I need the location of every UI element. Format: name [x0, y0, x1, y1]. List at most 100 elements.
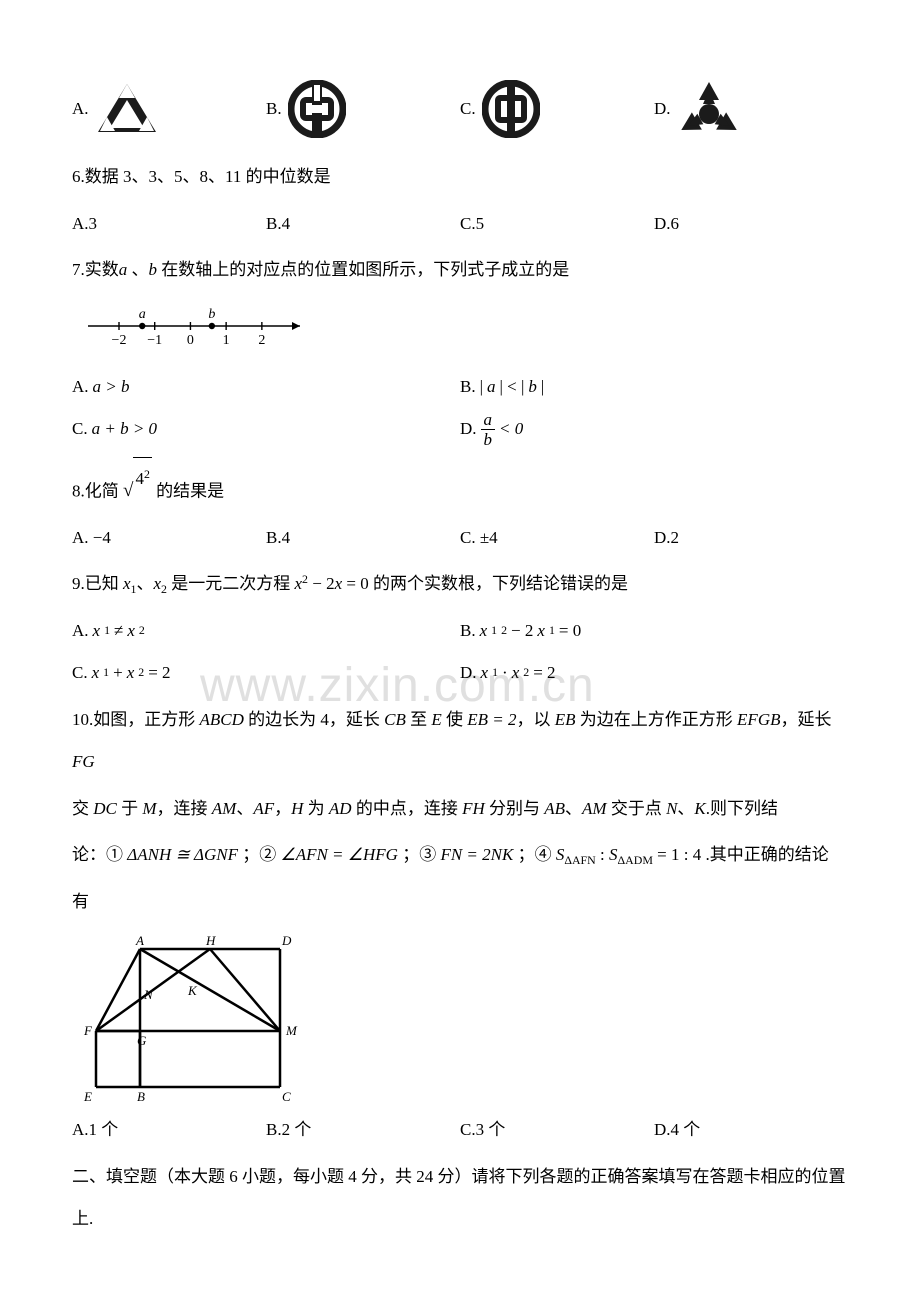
q9d-dot: ·	[502, 652, 508, 695]
q8-text: 8.化简 √42 的结果是	[72, 455, 848, 513]
q10-l1-1: 10.如图，正方形	[72, 710, 200, 729]
q10-l2-10: 交于点	[607, 799, 667, 818]
q6-text: 6.数据 3、3、5、8、11 的中位数是	[72, 156, 848, 199]
q10-opt-d: D.4 个	[654, 1109, 848, 1152]
q10-cb: CB	[384, 710, 406, 729]
q6-opt-a: A.3	[72, 203, 266, 246]
q10-opt-c: C.3 个	[460, 1109, 654, 1152]
q7c-math: a + b > 0	[92, 408, 157, 451]
q7-b: b	[149, 260, 158, 279]
q10-l3-2: ；②	[238, 845, 281, 864]
svg-text:0: 0	[187, 333, 194, 348]
q7-pre: 7.实数	[72, 260, 119, 279]
q9c-s1: 1	[103, 658, 109, 688]
q7b-pre: B.	[460, 366, 476, 409]
q7a-math: a > b	[93, 366, 130, 409]
q7-post: 在数轴上的对应点的位置如图所示，下列式子成立的是	[157, 260, 569, 279]
svg-text:M: M	[285, 1023, 298, 1038]
q9-eqx: x	[295, 574, 303, 593]
q9b-m: − 2	[511, 610, 533, 653]
q10-l3-1: 论：①	[72, 845, 127, 864]
q7-row1: A. a > b B. |a| < |b|	[72, 366, 848, 409]
q10-abcd: ABCD	[200, 710, 244, 729]
q10-l2-1: 交	[72, 799, 93, 818]
q10-fg: FG	[72, 752, 95, 771]
q8-options: A. −4 B.4 C. ±4 D.2	[72, 517, 848, 560]
tri-lobe-logo-icon	[677, 80, 741, 138]
q9c-x1: x	[92, 652, 100, 695]
q7-opt-d: D. ab < 0	[460, 408, 848, 451]
q10-l2-2: 于	[117, 799, 143, 818]
q9-opt-d: D. x1 · x2 = 2	[460, 652, 848, 695]
q9-eqx2: x	[335, 574, 343, 593]
q10-l1-4: 使	[442, 710, 468, 729]
q10-line3: 论：① ΔANH ≅ ΔGNF ；② ∠AFN = ∠HFG ；③ FN = 2…	[72, 834, 848, 877]
q10-l2-12: .则下列结	[706, 799, 778, 818]
q9-mid2: 是一元二次方程	[167, 574, 295, 593]
q10-c4eq: = 1 : 4	[653, 845, 701, 864]
svg-text:H: H	[205, 933, 216, 948]
svg-text:2: 2	[258, 333, 265, 348]
q10-l2-9: 、	[565, 799, 582, 818]
q10-l1-3: 至	[406, 710, 432, 729]
q10-c4sub2: ΔADM	[618, 853, 653, 867]
q5-opt-b-label: B.	[266, 88, 282, 131]
q10-line2: 交 DC 于 M，连接 AM、AF，H 为 AD 的中点，连接 FH 分别与 A…	[72, 788, 848, 831]
q7b-a: a	[487, 366, 496, 409]
q9b-x2: x	[537, 610, 545, 653]
q10-figure: AHDFGMEBCNK	[80, 931, 848, 1105]
q5-options: A. B. C. D.	[72, 80, 848, 138]
q9d-x2: x	[512, 652, 520, 695]
triangle-logo-icon	[95, 81, 159, 137]
svg-text:B: B	[137, 1089, 145, 1104]
q10-options: A.1 个 B.2 个 C.3 个 D.4 个	[72, 1109, 848, 1152]
q10-dc: DC	[93, 799, 117, 818]
q5-opt-c-label: C.	[460, 88, 476, 131]
q9-eqmid: − 2	[308, 574, 335, 593]
q10-c3: FN = 2NK	[440, 845, 513, 864]
q10-l2-4: 、	[236, 799, 253, 818]
q10-l2-7: 的中点，连接	[352, 799, 463, 818]
q9b-sup: 2	[501, 616, 507, 646]
q8-opt-c: C. ±4	[460, 517, 654, 560]
q9b-s1: 1	[491, 616, 497, 646]
q5-opt-c: C.	[460, 80, 654, 138]
q8-pre: 8.化简	[72, 481, 123, 500]
q10-l1-5: ，以	[517, 710, 555, 729]
q10-ad: AD	[329, 799, 352, 818]
q9-post: 的两个实数根，下列结论错误的是	[369, 574, 628, 593]
section-2-heading: 二、填空题（本大题 6 小题，每小题 4 分，共 24 分）请将下列各题的正确答…	[72, 1156, 848, 1241]
q10-l3-3: ；③	[398, 845, 441, 864]
q10-h: H	[291, 799, 303, 818]
q10-c1: ΔANH ≅ ΔGNF	[127, 845, 238, 864]
q9-opt-a: A. x1 ≠ x2	[72, 610, 460, 653]
q10-ab: AB	[544, 799, 565, 818]
q10-line4: 有	[72, 881, 848, 924]
svg-text:−1: −1	[147, 333, 162, 348]
q7-opt-c: C. a + b > 0	[72, 408, 460, 451]
svg-text:G: G	[137, 1033, 147, 1048]
q10-c4c: :	[596, 845, 609, 864]
q9-pre: 9.已知	[72, 574, 123, 593]
q7-text: 7.实数a 、b 在数轴上的对应点的位置如图所示，下列式子成立的是	[72, 249, 848, 292]
q7-opt-b: B. |a| < |b|	[460, 366, 848, 409]
q9a-ne: ≠	[114, 610, 123, 653]
q10-l2-5: ，	[274, 799, 291, 818]
q10-line1: 10.如图，正方形 ABCD 的边长为 4，延长 CB 至 E 使 EB = 2…	[72, 699, 848, 784]
q10-c4s2: S	[609, 845, 618, 864]
q5-opt-d-label: D.	[654, 88, 671, 131]
q8-opt-a: A. −4	[72, 517, 266, 560]
q8-sqrt-sup: 2	[144, 467, 150, 481]
q6-opt-c: C.5	[460, 203, 654, 246]
q7c-pre: C.	[72, 408, 88, 451]
q10-m: M	[142, 799, 156, 818]
q8-sqrt-body: 4	[135, 469, 144, 488]
q10-efgb: EFGB	[737, 710, 780, 729]
svg-text:C: C	[282, 1089, 291, 1104]
q10-l2-8: 分别与	[485, 799, 545, 818]
q9d-s2: 2	[523, 658, 529, 688]
q9d-eq: = 2	[533, 652, 555, 695]
q10-am: AM	[212, 799, 237, 818]
q9c-eq: = 2	[148, 652, 170, 695]
q10-e: E	[431, 710, 441, 729]
